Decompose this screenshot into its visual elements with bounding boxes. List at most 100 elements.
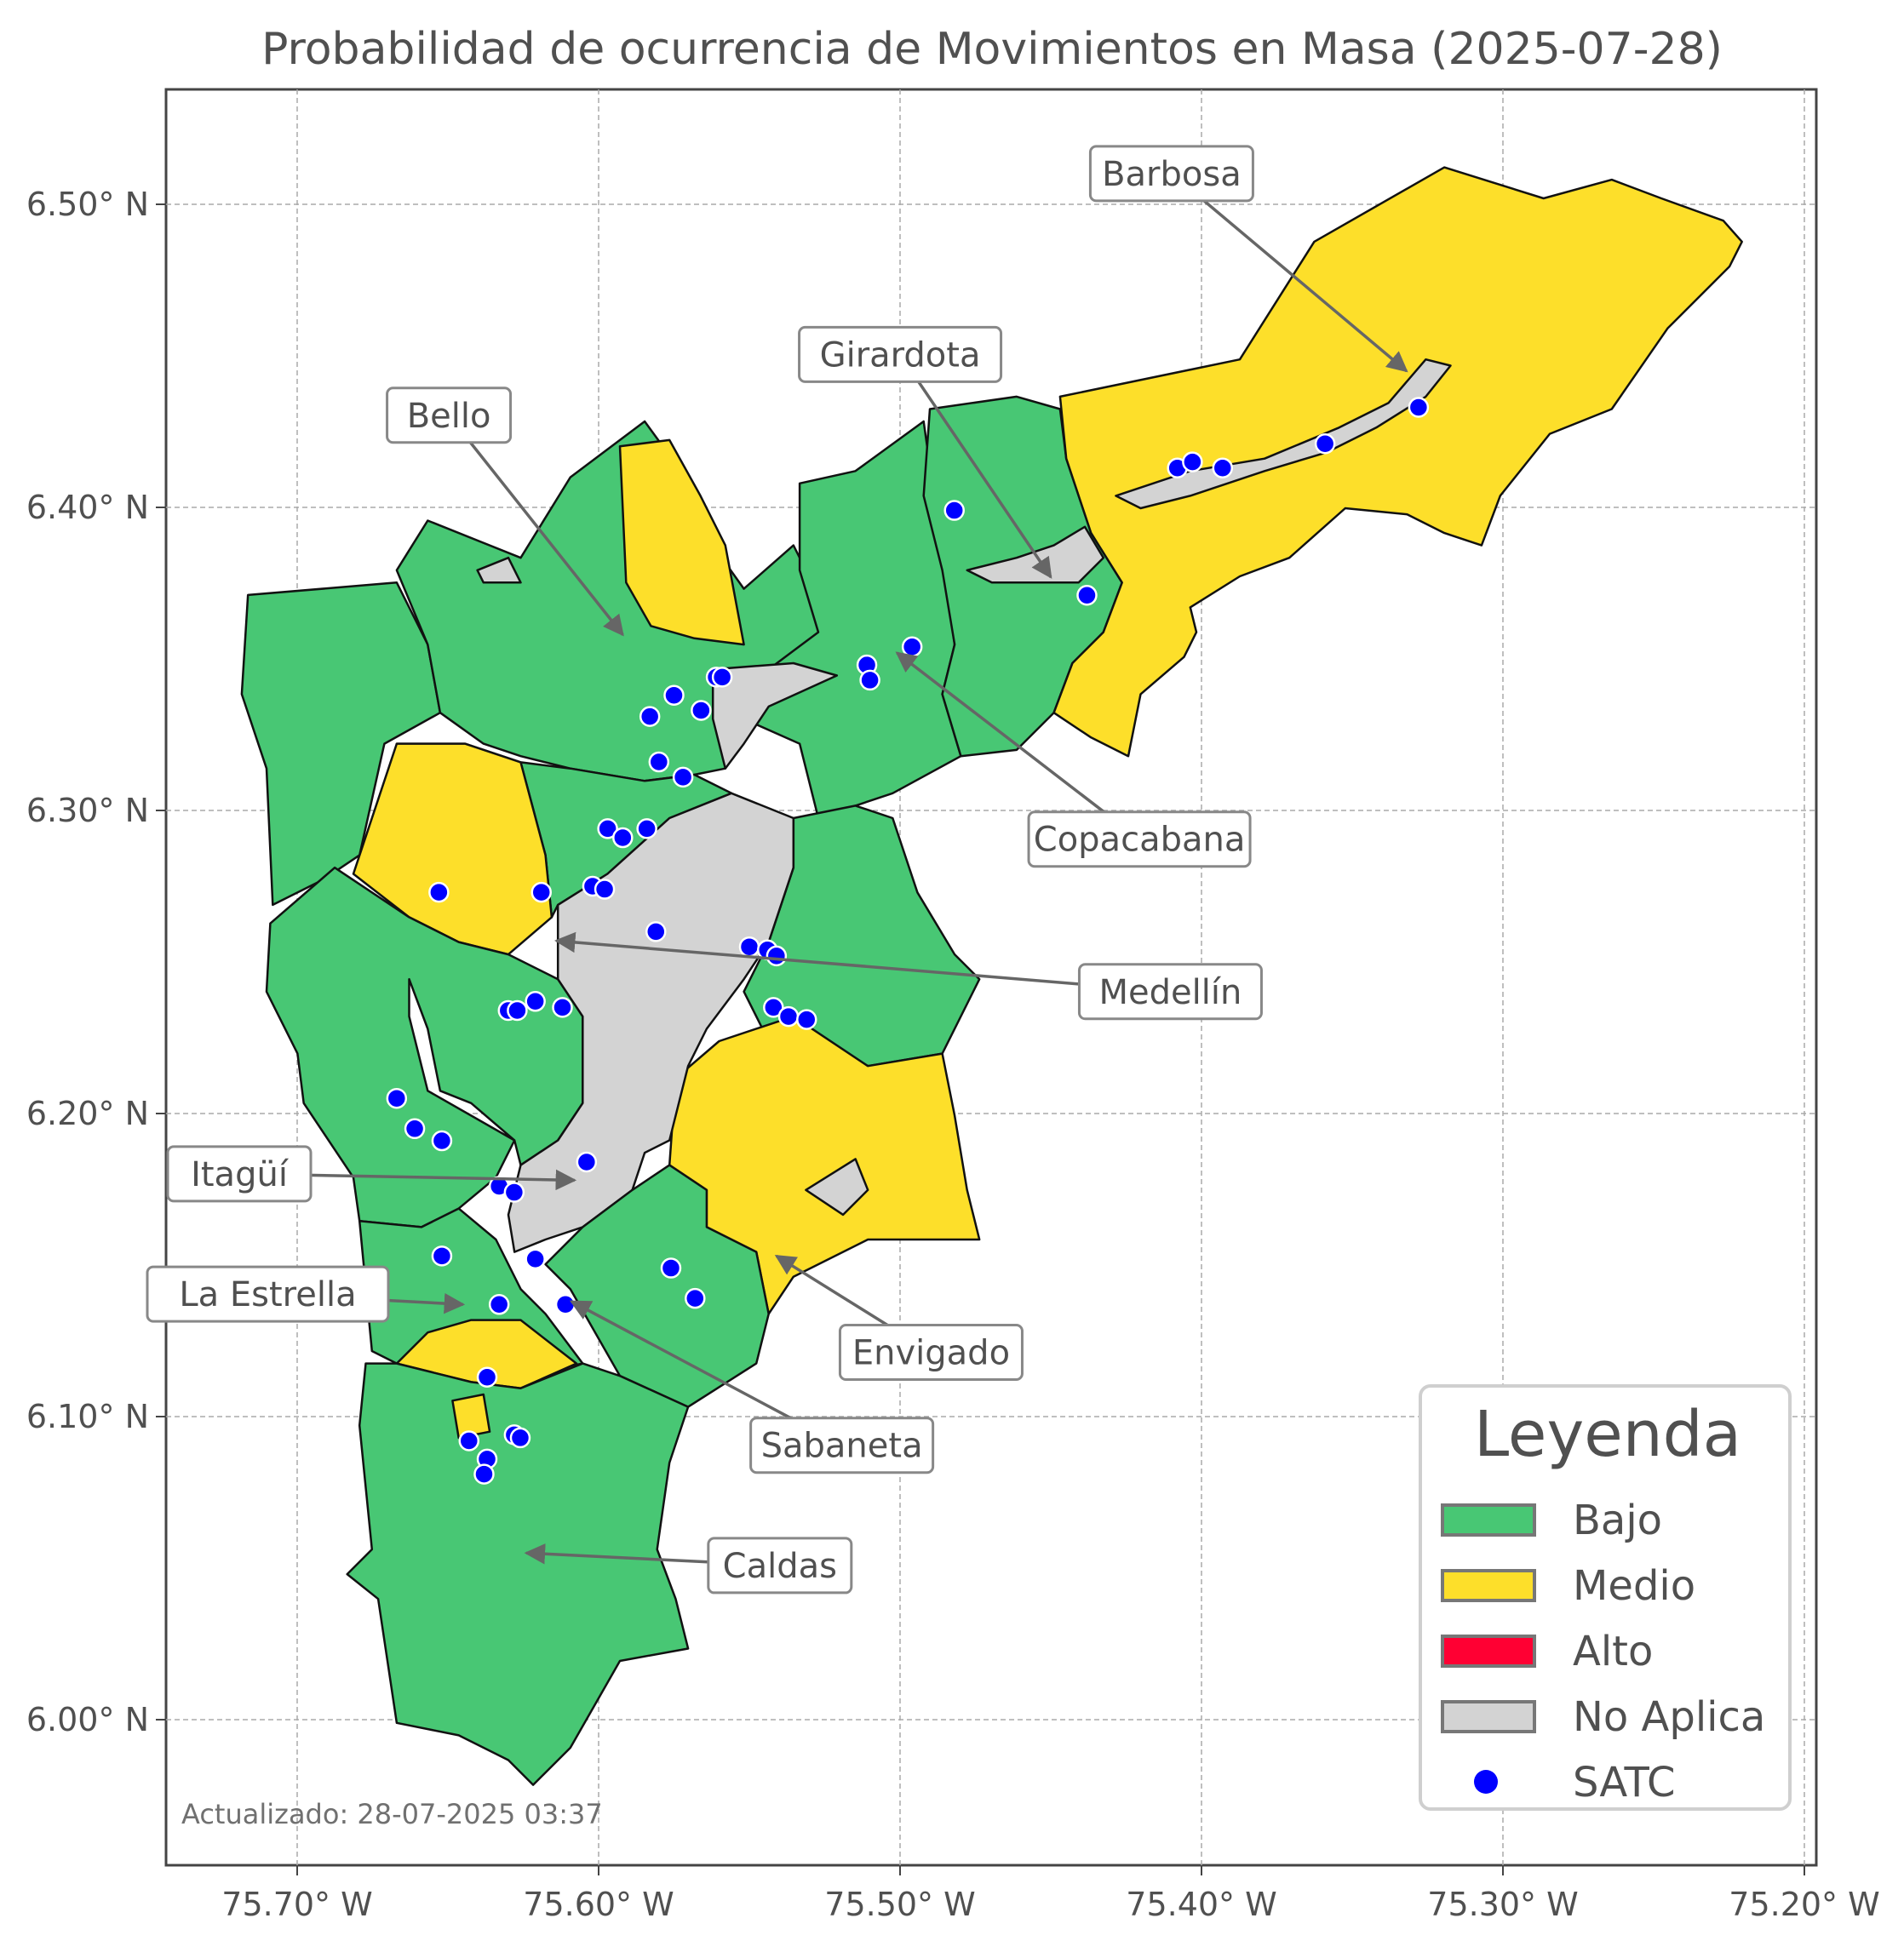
annotation-arrow [898,353,1052,579]
satc-station-point[interactable] [685,1287,706,1309]
satc-station-point[interactable] [1408,397,1430,418]
satc-points [386,397,1430,1485]
satc-station-point[interactable] [509,1427,531,1449]
satc-station-point[interactable] [859,669,880,691]
satc-station-point[interactable] [552,997,573,1018]
annotation-box [386,386,513,444]
satc-station-point[interactable] [1076,584,1098,606]
annotation-arrow [553,931,1171,993]
region-southwest [265,866,584,1228]
satc-station-point[interactable] [503,1182,525,1203]
municipality-label: Medellín [1099,973,1242,1012]
satc-station-point[interactable] [594,879,616,900]
y-tick-label: 6.20° N [26,1095,149,1132]
satc-station-point[interactable] [431,1245,453,1267]
annotation-box [1077,963,1263,1021]
satc-station-point[interactable] [766,945,788,967]
satc-station-point[interactable] [431,1130,453,1152]
x-tick-label: 75.70° W [221,1886,372,1923]
annotation-arrow [895,651,1141,841]
satc-station-point[interactable] [645,921,667,942]
satc-station-point[interactable] [943,500,965,521]
legend-label: Bajo [1573,1497,1662,1544]
satc-station-point[interactable] [488,1294,510,1315]
legend-swatch-medio [1441,1569,1536,1602]
updated-timestamp: Actualizado: 28-07-2025 03:37 [181,1798,603,1830]
satc-station-point[interactable] [763,997,784,1018]
municipality-label: Bello [407,397,491,436]
satc-station-point[interactable] [777,1005,800,1028]
region-envigado-patch [805,1158,869,1217]
municipality-label: Girardota [820,335,981,375]
annotation-box [838,1323,1024,1381]
legend: Leyenda Bajo Medio Alto No Aplica SATC [1419,1384,1792,1811]
satc-station-point[interactable] [672,766,694,788]
satc-station-point[interactable] [576,1151,598,1173]
annotation-arrow [1170,172,1408,373]
annotation-box [707,1537,853,1595]
region-medellin-urban [507,792,795,1253]
annotation-box [166,1145,313,1203]
satc-station-point[interactable] [691,700,712,721]
legend-label: No Aplica [1573,1693,1765,1741]
satc-station-point[interactable] [796,1009,817,1030]
region-barbosa [1052,166,1743,758]
municipality-label: La Estrella [179,1275,356,1314]
legend-title: Leyenda [1474,1398,1741,1471]
satc-station-point[interactable] [428,881,450,903]
municipality-label: Sabaneta [761,1427,923,1466]
annotation-box [749,1417,935,1474]
y-tick-label: 6.40° N [26,489,149,526]
legend-swatch-alto [1441,1635,1536,1668]
legend-label: Medio [1573,1562,1695,1610]
annotation-box [1027,810,1252,868]
region-barbosa-river [1115,358,1452,510]
satc-station-point[interactable] [639,706,661,727]
satc-station-point[interactable] [660,1257,682,1279]
legend-swatch-bajo [1441,1503,1536,1537]
satc-station-point[interactable] [476,1366,498,1388]
municipality-label: Caldas [723,1547,837,1586]
legend-label: Alto [1573,1628,1653,1675]
municipality-label: Copacabana [1034,821,1246,860]
satc-station-point[interactable] [554,1294,576,1315]
satc-station-point[interactable] [711,667,733,688]
y-tick-label: 6.50° N [26,186,149,223]
satc-station-point[interactable] [1314,432,1336,455]
x-tick-label: 75.60° W [523,1886,674,1923]
municipality-label: Barbosa [1102,155,1242,194]
legend-swatch-no-aplica [1441,1700,1536,1733]
satc-station-point[interactable] [525,1248,546,1270]
region-bello-north [618,438,745,646]
satc-station-point[interactable] [597,818,618,839]
legend-marker-satc [1474,1770,1498,1794]
x-tick-label: 75.30° W [1427,1886,1578,1923]
satc-station-point[interactable] [663,684,685,706]
satc-station-point[interactable] [1212,457,1234,478]
satc-station-point[interactable] [901,636,923,658]
satc-station-point[interactable] [1182,451,1203,472]
region-bello-patch [476,556,522,584]
satc-station-point[interactable] [648,751,670,773]
satc-station-point[interactable] [525,991,546,1012]
y-tick-label: 6.30° N [26,792,149,829]
satc-station-point[interactable] [458,1430,480,1451]
x-tick-label: 75.20° W [1729,1886,1879,1923]
municipality-annotations: Barbosa Girardota Bello Copacabana Medellín I… [146,145,1408,1595]
satc-station-point[interactable] [386,1087,408,1109]
satc-station-point[interactable] [473,1463,495,1485]
region-bello-river [711,661,839,770]
satc-station-point[interactable] [636,818,657,839]
satc-station-point[interactable] [507,999,528,1022]
y-tick-label: 6.10° N [26,1398,149,1435]
satc-station-point[interactable] [612,827,634,849]
x-tick-label: 75.50° W [824,1886,975,1923]
satc-station-point[interactable] [530,881,552,903]
satc-station-point[interactable] [404,1118,426,1140]
annotation-box [146,1265,390,1323]
annotation-arrow [447,414,624,637]
annotation-box [1088,145,1254,203]
region-caldas-north [451,1393,491,1440]
annotation-box [798,325,1003,383]
satc-station-point[interactable] [738,936,760,958]
